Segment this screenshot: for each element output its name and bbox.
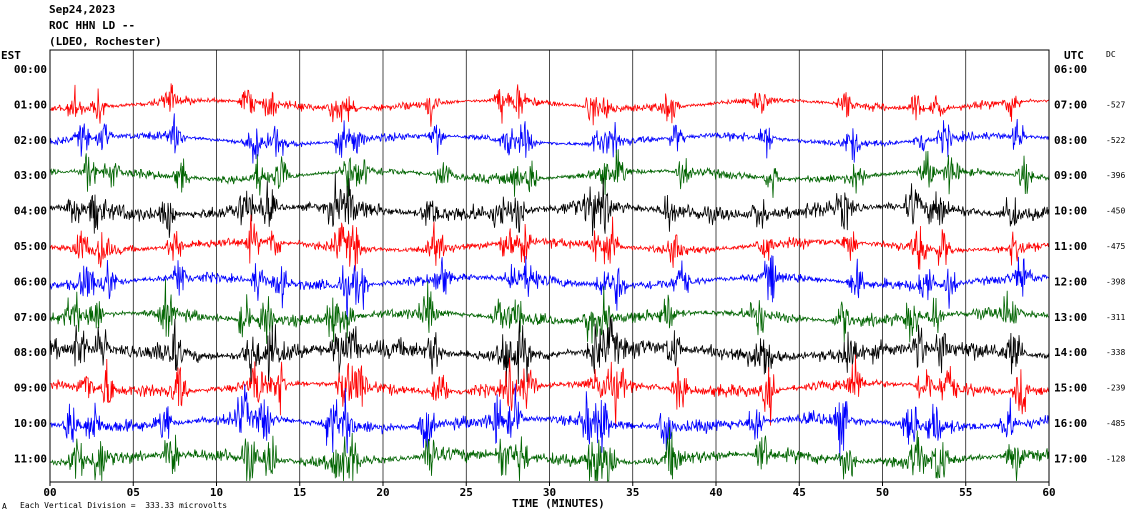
est-hour-label: 09:00 <box>14 382 47 395</box>
est-hour-label: 06:00 <box>14 275 47 288</box>
corner-mark: A <box>2 502 7 511</box>
trace-layer <box>49 83 1050 482</box>
dc-offset-label: -522 <box>1106 136 1125 145</box>
scale-note: Each Vertical Division = 333.33 microvol… <box>20 501 228 510</box>
left-timezone-label: EST <box>1 49 21 62</box>
x-axis-title: TIME (MINUTES) <box>512 497 605 510</box>
dc-offset-label: -338 <box>1106 348 1125 357</box>
x-tick-label: 25 <box>460 486 473 499</box>
utc-hour-label: 09:00 <box>1054 169 1087 182</box>
x-tick-label: 40 <box>709 486 722 499</box>
utc-hour-label: 15:00 <box>1054 382 1087 395</box>
est-hour-label: 04:00 <box>14 205 47 218</box>
x-tick-label: 30 <box>543 486 556 499</box>
est-hour-label: 10:00 <box>14 417 47 430</box>
seismic-trace <box>49 214 1050 272</box>
utc-hour-label: 07:00 <box>1054 98 1087 111</box>
dc-offset-label: -527 <box>1106 100 1125 109</box>
x-tick-label: 10 <box>210 486 223 499</box>
date-label: Sep24,2023 <box>49 3 116 16</box>
dc-offset-label: -475 <box>1106 242 1125 251</box>
seismic-trace <box>49 83 1050 127</box>
utc-hour-label: 16:00 <box>1054 417 1087 430</box>
seismic-trace <box>49 113 1050 164</box>
seismic-trace <box>49 383 1050 462</box>
est-hour-label: 05:00 <box>14 240 47 253</box>
utc-hour-label: 12:00 <box>1054 275 1087 288</box>
grid-layer <box>49 50 1050 486</box>
x-tick-label: 60 <box>1042 486 1055 499</box>
x-tick-label: 50 <box>876 486 889 499</box>
network-label: (LDEO, Rochester) <box>49 35 162 48</box>
est-hour-label: 00:00 <box>14 63 47 76</box>
x-tick-label: 35 <box>626 486 639 499</box>
seismic-trace <box>49 427 1050 482</box>
plot-frame <box>49 49 1050 483</box>
x-tick-label: 45 <box>793 486 806 499</box>
dc-column-label: DC <box>1106 50 1116 59</box>
x-tick-label: 15 <box>293 486 306 499</box>
x-tick-label: 55 <box>959 486 972 499</box>
seismic-trace <box>49 316 1050 388</box>
est-hour-label: 08:00 <box>14 346 47 359</box>
dc-offset-label: -398 <box>1106 277 1125 286</box>
utc-hour-label: 17:00 <box>1054 452 1087 465</box>
utc-hour-label: 13:00 <box>1054 311 1087 324</box>
dc-offset-label: -485 <box>1106 419 1125 428</box>
utc-hour-label: 08:00 <box>1054 134 1087 147</box>
seismic-trace <box>49 255 1050 321</box>
label-layer: 00 05 10 15 20 25 30 35 40 45 50 55 60 00:00 06:00 01:0… <box>14 63 1126 499</box>
est-hour-label: 03:00 <box>14 169 47 182</box>
est-hour-label: 01:00 <box>14 98 47 111</box>
x-tick-label: 05 <box>127 486 140 499</box>
utc-hour-label: 14:00 <box>1054 346 1087 359</box>
dc-offset-label: -396 <box>1106 171 1125 180</box>
utc-hour-label: 06:00 <box>1054 63 1087 76</box>
x-tick-label: 00 <box>43 486 56 499</box>
dc-offset-label: -311 <box>1106 313 1125 322</box>
est-hour-label: 02:00 <box>14 134 47 147</box>
dc-offset-label: -450 <box>1106 207 1125 216</box>
station-label: ROC HHN LD -- <box>49 19 136 32</box>
seismic-trace <box>49 173 1050 238</box>
x-tick-label: 20 <box>376 486 389 499</box>
seismic-trace <box>49 149 1050 198</box>
dc-offset-label: -128 <box>1106 454 1125 463</box>
seismic-trace <box>49 279 1050 344</box>
utc-hour-label: 11:00 <box>1054 240 1087 253</box>
seismic-trace <box>50 354 1050 428</box>
est-hour-label: 11:00 <box>14 452 47 465</box>
est-hour-label: 07:00 <box>14 311 47 324</box>
dc-offset-label: -239 <box>1106 384 1125 393</box>
right-timezone-label: UTC <box>1064 49 1084 62</box>
utc-hour-label: 10:00 <box>1054 205 1087 218</box>
